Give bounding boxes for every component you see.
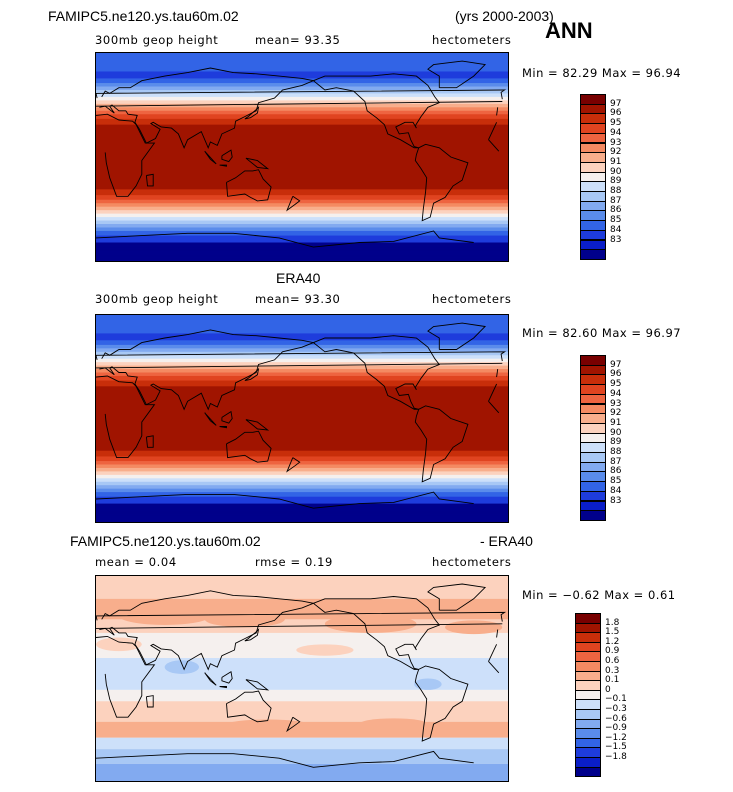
- panel-obs-variable: 300mb geop height: [95, 292, 219, 306]
- map-obs: [95, 314, 509, 523]
- colorbar-swatch: [575, 766, 601, 778]
- colorbar-tick-label: 86: [610, 466, 622, 477]
- colorbar-tick-label: 96: [610, 369, 622, 380]
- colorbar-tick-label: 94: [610, 127, 622, 138]
- colorbar-tick-label: 1.2: [605, 636, 620, 647]
- colorbar-tick-label: 85: [610, 476, 622, 487]
- panel-diff-units: hectometers: [432, 555, 512, 569]
- panel-obs-minmax: Min = 82.60 Max = 96.97: [522, 326, 682, 340]
- colorbar-tick-label: 86: [610, 205, 622, 216]
- colorbar-swatch: [580, 510, 606, 521]
- colorbar-tick-label: 0.9: [605, 646, 620, 657]
- colorbar-tick-label: −1.5: [605, 742, 627, 753]
- colorbar-tick-label: 88: [610, 186, 622, 196]
- colorbar-swatch: [580, 249, 606, 260]
- colorbar-tick-label: 0: [605, 684, 611, 695]
- colorbar-tick-label: 83: [610, 495, 622, 506]
- panel-model-minmax: Min = 82.29 Max = 96.94: [522, 66, 682, 80]
- colorbar-tick-label: 0.3: [605, 665, 620, 676]
- colorbar-tick-label: 96: [610, 108, 622, 119]
- colorbar-tick-label: 89: [610, 437, 622, 448]
- map-diff: [95, 575, 509, 782]
- colorbar-tick-label: 95: [610, 118, 622, 129]
- colorbar-tick-label: 83: [610, 234, 622, 245]
- colorbar-tick-label: −0.3: [605, 704, 627, 714]
- season-label: ANN: [545, 18, 593, 43]
- colorbar-tick-label: 97: [610, 359, 622, 370]
- case-title: FAMIPC5.ne120.ys.tau60m.02: [48, 8, 239, 24]
- colorbar-tick-label: 93: [610, 137, 622, 148]
- panel-obs-mean: mean= 93.30: [255, 292, 341, 306]
- panel-diff-mean: mean = 0.04: [95, 555, 177, 569]
- colorbar-tick-label: 85: [610, 215, 622, 226]
- colorbar-tick-label: 90: [610, 166, 622, 177]
- colorbar-tick-label: 94: [610, 388, 622, 399]
- panel-diff-rmse: rmse = 0.19: [255, 555, 333, 569]
- map-model: [95, 52, 509, 262]
- colorbar-tick-label: 90: [610, 427, 622, 438]
- colorbar-tick-label: 88: [610, 447, 622, 457]
- colorbar-tick-label: 97: [610, 98, 622, 109]
- colorbar-tick-label: 1.8: [605, 617, 620, 628]
- colorbar-tick-label: 1.5: [605, 627, 620, 638]
- colorbar-tick-label: 87: [610, 195, 622, 206]
- panel-diff-title-right: - ERA40: [480, 533, 533, 549]
- panel-model-mean: mean= 93.35: [255, 33, 341, 47]
- panel-model-variable: 300mb geop height: [95, 33, 219, 47]
- colorbar-tick-label: 0.6: [605, 656, 620, 666]
- colorbar-tick-label: 95: [610, 379, 622, 390]
- colorbar-tick-label: −0.1: [605, 694, 627, 705]
- colorbar-tick-label: −1.8: [605, 752, 627, 762]
- colorbar-tick-label: 93: [610, 398, 622, 409]
- colorbar-tick-label: 89: [610, 176, 622, 187]
- colorbar-tick-label: 91: [610, 417, 622, 428]
- panel-model-units: hectometers: [432, 33, 512, 47]
- colorbar-tick-label: −1.2: [605, 732, 627, 743]
- colorbar-tick-label: 84: [610, 224, 622, 235]
- colorbar-tick-label: 0.1: [605, 675, 620, 686]
- colorbar-tick-label: 92: [610, 147, 622, 158]
- colorbar-tick-label: 92: [610, 408, 622, 419]
- panel-diff-minmax: Min = −0.62 Max = 0.61: [522, 588, 676, 602]
- colorbar-tick-label: 87: [610, 456, 622, 467]
- panel-diff-title-left: FAMIPC5.ne120.ys.tau60m.02: [70, 533, 261, 549]
- colorbar-tick-label: −0.6: [605, 713, 627, 724]
- colorbar-tick-label: 91: [610, 156, 622, 167]
- panel-obs-title: ERA40: [276, 270, 321, 286]
- colorbar-tick-label: 84: [610, 485, 622, 496]
- years-label: (yrs 2000-2003): [455, 8, 554, 24]
- colorbar-tick-label: −0.9: [605, 723, 627, 734]
- panel-obs-units: hectometers: [432, 292, 512, 306]
